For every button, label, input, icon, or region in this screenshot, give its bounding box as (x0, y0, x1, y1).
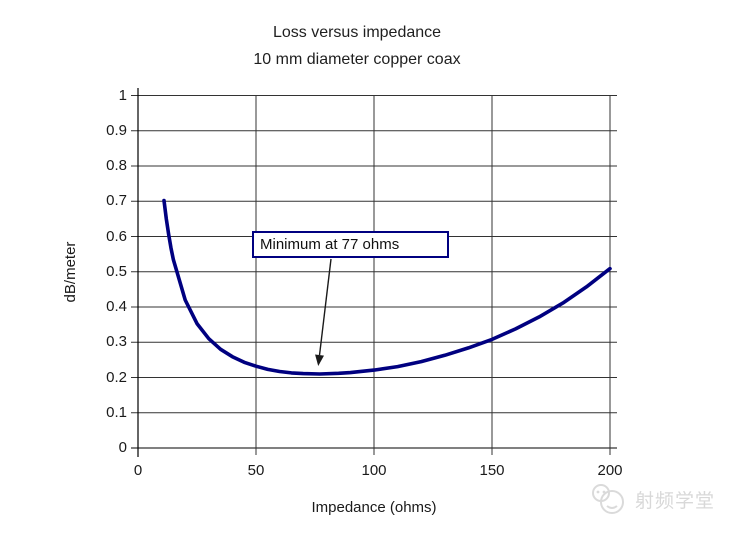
y-tick-label: 0.3 (106, 333, 127, 351)
y-tick-label: 0.9 (106, 121, 127, 139)
y-tick-label: 0.6 (106, 227, 127, 245)
annotation-arrowhead (315, 354, 324, 366)
chart-title: Loss versus impedance 10 mm diameter cop… (0, 19, 714, 73)
y-tick-label: 0 (118, 439, 127, 456)
chart-title-line2: 10 mm diameter copper coax (253, 51, 461, 68)
y-tick-label: 1 (118, 86, 127, 104)
chart-title-line1: Loss versus impedance (272, 24, 442, 41)
y-tick-label: 0.7 (106, 192, 127, 210)
x-tick-label: 100 (361, 462, 387, 479)
x-tick-label: 150 (479, 462, 505, 479)
y-tick-label: 0.8 (106, 157, 127, 174)
y-tick-label: 0.5 (106, 262, 127, 280)
watermark-text: 射频学堂 (635, 490, 716, 512)
annotation-box: Minimum at 77 ohms (252, 231, 449, 258)
watermark: 射频学堂 (588, 482, 715, 516)
y-tick-label: 0.1 (106, 403, 127, 421)
x-tick-label: 50 (247, 462, 265, 479)
annotation-arrow-line (318, 258, 332, 356)
watermark-logo-icon (592, 484, 624, 514)
y-tick-label: 0.4 (106, 298, 127, 315)
x-axis-title: Impedance (ohms) (311, 499, 437, 516)
y-tick-label: 0.2 (106, 368, 127, 386)
x-tick-label: 0 (133, 462, 143, 479)
loss-curve (162, 198, 612, 376)
x-tick-label: 200 (597, 462, 623, 479)
